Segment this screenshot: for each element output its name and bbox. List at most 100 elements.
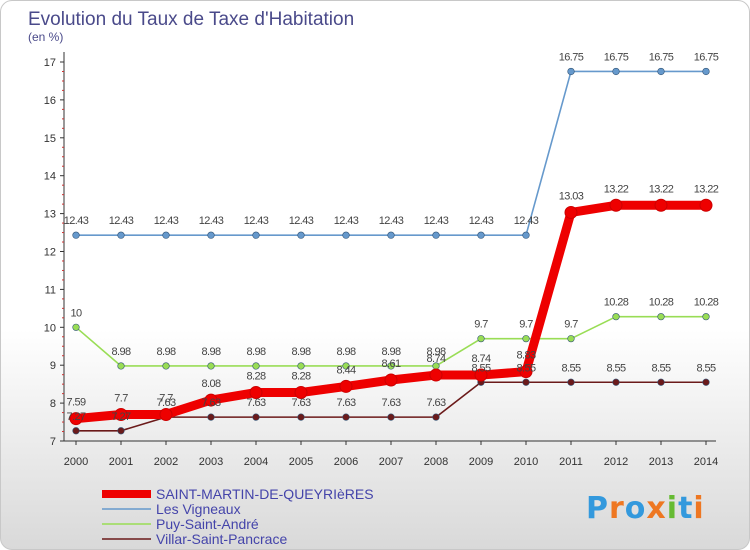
data-point — [297, 231, 305, 239]
data-label: 12.43 — [154, 215, 179, 227]
data-label: 13.22 — [604, 183, 629, 195]
data-point — [609, 198, 623, 212]
data-point — [117, 427, 125, 435]
data-point — [72, 427, 80, 435]
data-point — [654, 198, 668, 212]
x-tick-label: 2009 — [469, 456, 493, 468]
series-saint-martin-de-queyri-res — [69, 198, 713, 426]
data-point — [699, 198, 713, 212]
series-les-vigneaux — [72, 67, 710, 239]
x-tick-label: 2013 — [649, 456, 673, 468]
data-label: 13.22 — [694, 183, 719, 195]
data-point — [387, 231, 395, 239]
data-label: 7.7 — [159, 392, 173, 404]
data-label: 8.55 — [651, 362, 670, 374]
data-label: 12.43 — [199, 215, 224, 227]
x-tick-label: 2010 — [514, 456, 538, 468]
logo-letter: i — [666, 491, 679, 526]
data-point — [477, 335, 485, 343]
data-label: 10.28 — [694, 297, 719, 309]
data-label: 9.7 — [564, 319, 578, 331]
data-point — [297, 362, 305, 370]
data-point — [159, 407, 173, 421]
data-label: 8.98 — [336, 346, 355, 358]
data-label: 8.55 — [606, 362, 625, 374]
y-tick-label: 10 — [44, 322, 56, 334]
data-point — [252, 362, 260, 370]
data-point — [207, 362, 215, 370]
data-point — [522, 231, 530, 239]
data-point — [567, 378, 575, 386]
data-point — [342, 362, 350, 370]
data-label: 8.44 — [336, 364, 355, 376]
x-tick-label: 2003 — [199, 456, 223, 468]
data-point — [252, 231, 260, 239]
data-label: 12.43 — [514, 215, 539, 227]
x-tick-label: 2008 — [424, 456, 448, 468]
data-label: 8.28 — [291, 370, 310, 382]
legend-entry: Les Vigneaux — [156, 501, 241, 517]
data-label: 8.98 — [246, 346, 265, 358]
data-point — [702, 67, 710, 76]
data-point — [432, 413, 440, 421]
series-layer — [69, 67, 713, 435]
chart-subtitle: (en %) — [28, 30, 63, 44]
data-label: 8.98 — [426, 346, 445, 358]
data-label: 8.55 — [696, 362, 715, 374]
logo-letter: P — [586, 491, 609, 526]
data-point — [522, 335, 530, 343]
y-tick-label: 16 — [44, 95, 56, 107]
data-label: 13.22 — [649, 183, 674, 195]
data-label: 12.43 — [469, 215, 494, 227]
legend-entry: Villar-Saint-Pancrace — [156, 531, 287, 547]
data-point — [252, 413, 260, 421]
data-point — [162, 362, 170, 370]
x-tick-label: 2002 — [154, 456, 178, 468]
legend-entry: SAINT-MARTIN-DE-QUEYRIèRES — [156, 486, 374, 502]
data-point — [612, 67, 620, 76]
data-label: 7.63 — [336, 397, 355, 409]
y-tick-label: 17 — [44, 57, 56, 69]
x-tick-label: 2006 — [334, 456, 358, 468]
data-label: 16.75 — [694, 51, 719, 63]
logo-letter: t — [678, 491, 694, 526]
chart-title: Evolution du Taux de Taxe d'Habitation — [28, 9, 354, 30]
data-point — [297, 413, 305, 421]
y-tick-label: 15 — [44, 133, 56, 145]
data-point — [342, 413, 350, 421]
data-point — [207, 413, 215, 421]
data-point — [564, 205, 578, 219]
data-label: 8.98 — [201, 346, 220, 358]
data-point — [567, 67, 575, 76]
data-label: 7.63 — [201, 397, 220, 409]
data-label: 7.27 — [66, 411, 85, 423]
x-tick-label: 2014 — [694, 456, 718, 468]
series-line — [76, 70, 706, 237]
data-point — [522, 378, 530, 386]
data-point — [69, 412, 83, 426]
data-label: 8.98 — [111, 346, 130, 358]
x-tick-label: 2000 — [64, 456, 88, 468]
x-tick-label: 2011 — [559, 456, 583, 468]
data-label: 7.63 — [381, 397, 400, 409]
data-point — [72, 231, 80, 239]
x-tick-label: 2007 — [379, 456, 403, 468]
data-label: 8.61 — [381, 358, 400, 370]
data-label: 7.59 — [66, 397, 85, 409]
x-tick-label: 2012 — [604, 456, 628, 468]
logo-letter: x — [646, 491, 667, 526]
data-label: 8.55 — [561, 362, 580, 374]
data-point — [339, 379, 353, 393]
data-point — [117, 231, 125, 239]
data-point — [474, 368, 488, 382]
data-point — [702, 313, 710, 321]
data-label: 7.7 — [114, 392, 128, 404]
data-label: 8.55 — [471, 362, 490, 374]
data-point — [162, 231, 170, 239]
data-label: 7.63 — [156, 397, 175, 409]
data-label: 10 — [70, 307, 82, 319]
data-label: 8.98 — [156, 346, 175, 358]
data-label: 8.98 — [381, 346, 400, 358]
